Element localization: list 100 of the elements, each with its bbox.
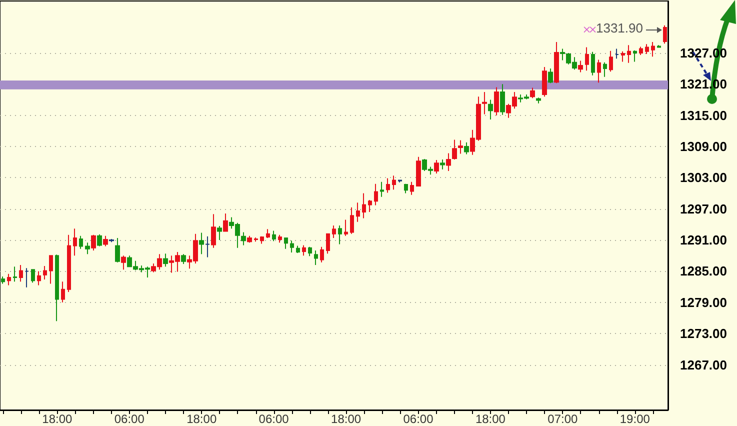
y-tick-label: 1309.00	[680, 139, 727, 154]
candlestick	[548, 68, 553, 84]
candlestick	[1, 276, 5, 284]
candlestick	[488, 99, 493, 120]
candlestick	[13, 266, 17, 282]
candlestick	[627, 44, 631, 64]
candlestick	[500, 84, 505, 116]
candlestick	[416, 156, 421, 187]
candlestick	[103, 235, 108, 247]
candlestick	[374, 183, 378, 206]
candlestick	[79, 235, 83, 250]
candlestick	[621, 50, 625, 62]
candlestick	[338, 225, 342, 245]
candlestick	[603, 62, 607, 78]
candlestick	[392, 175, 396, 190]
candlestick	[380, 181, 384, 198]
candlestick	[398, 179, 402, 183]
candlestick	[199, 232, 204, 255]
candlestick	[266, 228, 270, 238]
candlestick	[211, 214, 216, 248]
y-tick-label: 1273.00	[680, 326, 727, 342]
candlestick	[97, 234, 102, 247]
x-tick-label: 18:00	[42, 412, 73, 426]
candlestick	[645, 44, 649, 55]
y-tick-label: 1297.00	[680, 201, 727, 216]
candlestick	[591, 51, 595, 76]
annotation: 1331.90	[596, 20, 643, 36]
candlestick	[7, 273, 11, 286]
y-tick-label: 1315.00	[680, 108, 727, 123]
candlestick	[223, 213, 228, 232]
y-tick-label: 1267.00	[680, 357, 727, 372]
candlestick	[585, 46, 589, 72]
candlestick	[181, 254, 186, 264]
candlestick	[536, 97, 541, 104]
candlestick	[205, 236, 210, 258]
x-tick-label: 19:00	[620, 412, 650, 426]
candlestick	[542, 66, 547, 98]
candlestick	[609, 50, 613, 72]
candlestick	[578, 60, 583, 73]
candlestick	[308, 246, 312, 257]
candlestick	[326, 233, 330, 254]
candlestick	[241, 232, 246, 246]
candlestick	[651, 42, 655, 58]
candlestick	[91, 234, 96, 251]
candlestick	[368, 200, 372, 212]
candlestick	[452, 139, 457, 160]
candlestick	[464, 142, 469, 155]
candlestick	[410, 181, 414, 196]
candlestick	[217, 226, 222, 241]
candlestick	[446, 152, 451, 172]
candlestick	[55, 254, 59, 322]
candlestick	[31, 268, 35, 284]
candlestick	[278, 234, 282, 244]
candlestick	[554, 42, 559, 84]
candlestick	[85, 242, 90, 255]
candlestick	[440, 159, 445, 170]
candlestick	[247, 235, 252, 244]
candlestick	[163, 253, 168, 268]
x-tick-label: 06:00	[258, 412, 290, 426]
candlestick	[302, 244, 306, 256]
candlestick	[350, 206, 354, 234]
candlestick	[633, 50, 637, 62]
y-tick-label: 1291.00	[680, 232, 727, 248]
y-tick-label: 1279.00	[680, 294, 727, 310]
x-tick-label: 18:00	[475, 412, 506, 426]
candlestick	[615, 48, 619, 60]
candlestick	[639, 46, 643, 56]
candlestick	[356, 202, 360, 222]
candlestick	[597, 59, 601, 84]
candlestick	[663, 24, 667, 44]
y-tick-label: 1285.00	[680, 264, 727, 279]
candlestick	[121, 255, 126, 270]
x-tick-label: 07:00	[548, 412, 578, 426]
candlestick	[61, 281, 65, 303]
candlestick	[386, 178, 390, 194]
candlestick	[332, 225, 336, 238]
candlestick	[434, 160, 439, 174]
x-tick-label: 18:00	[331, 412, 362, 426]
candlestick	[494, 86, 499, 116]
candlestick	[530, 87, 535, 99]
candlestick	[73, 228, 77, 256]
candlestick	[254, 236, 258, 242]
x-tick-label: 06:00	[403, 412, 434, 426]
candlestick	[482, 91, 487, 115]
candlestick	[314, 250, 318, 266]
candlestick	[260, 236, 264, 244]
candlestick	[25, 268, 29, 288]
candlestick	[296, 245, 300, 254]
candlestick	[458, 140, 463, 154]
candlestick	[37, 270, 41, 286]
candlestick	[49, 254, 53, 284]
candlestick	[404, 183, 408, 194]
y-tick-label: 1303.00	[680, 170, 727, 186]
x-tick-label: 06:00	[114, 412, 145, 426]
candlestick	[43, 266, 47, 280]
candlestick	[19, 264, 23, 282]
candlestick	[115, 237, 120, 263]
candlestick	[109, 238, 114, 243]
candlestick	[657, 44, 661, 48]
candlestick	[284, 236, 288, 250]
